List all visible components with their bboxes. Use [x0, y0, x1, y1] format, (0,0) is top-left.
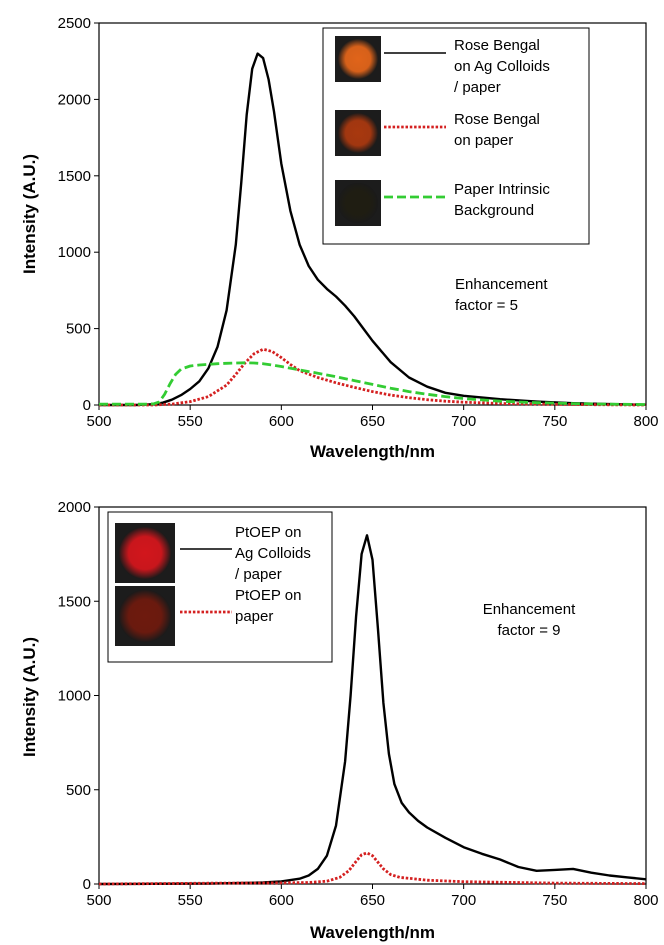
legend-label: Paper Intrinsic Background — [454, 181, 550, 219]
legend-label-line: PtOEP on — [235, 587, 301, 604]
x-tick-label: 650 — [360, 413, 385, 430]
legend-label-line: PtOEP on — [235, 524, 301, 541]
annotation-line: Enhancement — [483, 601, 576, 618]
legend-label-line: Rose Bengal — [454, 37, 540, 54]
annotation-line: factor = 5 — [455, 297, 518, 314]
series-line-1 — [99, 52, 647, 407]
legend-label: Rose Bengal on paper — [454, 111, 540, 149]
x-tick-label: 600 — [269, 413, 294, 430]
series-line-3 — [99, 361, 647, 406]
sample-spot-icon — [118, 589, 172, 643]
legend-label: Rose Bengal on Ag Colloids / paper — [454, 37, 550, 96]
legend-label-line: Paper Intrinsic — [454, 181, 550, 198]
x-tick-label: 500 — [86, 892, 111, 909]
annotation-line: Enhancement — [455, 276, 548, 293]
sample-spot-icon — [118, 526, 172, 580]
y-axis-title: Intensity (A.U.) — [20, 154, 39, 274]
y-tick-label: 1000 — [58, 244, 91, 261]
x-tick-label: 550 — [178, 892, 203, 909]
legend-entry-2: Rose Bengal on paper — [335, 110, 540, 156]
x-tick-label: 550 — [178, 413, 203, 430]
series-line-2 — [98, 851, 647, 886]
series-line-1 — [98, 534, 647, 886]
legend-label-line: on paper — [454, 132, 513, 149]
legend-label: PtOEP on Ag Colloids / paper — [235, 524, 311, 583]
sample-spot-icon — [337, 112, 379, 154]
y-tick-label: 2000 — [58, 91, 91, 108]
x-tick-label: 700 — [451, 892, 476, 909]
legend-entry-3: Paper Intrinsic Background — [335, 180, 550, 226]
chart-panel-2: 500 550 600 650 700 750 8000500100015002000Wav… — [20, 499, 659, 942]
y-tick-label: 0 — [83, 876, 91, 893]
y-tick-label: 500 — [66, 782, 91, 799]
enhancement-annotation: Enhancement factor = 5 — [455, 276, 548, 314]
x-tick-label: 800 — [633, 413, 658, 430]
legend-label-line: / paper — [454, 79, 501, 96]
y-tick-label: 1500 — [58, 593, 91, 610]
x-tick-label: 600 — [269, 892, 294, 909]
sample-spot-icon — [337, 38, 379, 80]
x-tick-label: 750 — [542, 892, 567, 909]
y-tick-label: 2000 — [58, 499, 91, 516]
legend: PtOEP on Ag Colloids / paper PtOEP on paper — [107, 511, 333, 663]
x-tick-label: 800 — [633, 892, 658, 909]
legend-label-line: Ag Colloids — [235, 545, 311, 562]
legend-entry-1: Rose Bengal on Ag Colloids / paper — [335, 36, 550, 96]
legend-label-line: on Ag Colloids — [454, 58, 550, 75]
sample-spot-icon — [337, 182, 379, 224]
y-tick-label: 0 — [83, 397, 91, 414]
chart-panel-1: 500 550 600 650 700 750 8000500100015002000250… — [20, 15, 659, 461]
y-axis-title: Intensity (A.U.) — [20, 637, 39, 757]
x-tick-label: 500 — [86, 413, 111, 430]
annotation-line: factor = 9 — [498, 622, 561, 639]
legend-label-line: paper — [235, 608, 273, 625]
y-tick-label: 2500 — [58, 15, 91, 32]
legend-label-line: Rose Bengal — [454, 111, 540, 128]
x-tick-label: 700 — [451, 413, 476, 430]
x-axis-title: Wavelength/nm — [310, 923, 435, 942]
x-tick-label: 650 — [360, 892, 385, 909]
x-axis-title: Wavelength/nm — [310, 442, 435, 461]
y-tick-label: 1000 — [58, 688, 91, 705]
series-line-2 — [99, 347, 647, 407]
legend-entry-2: PtOEP on paper — [115, 586, 301, 646]
legend-label: PtOEP on paper — [235, 587, 301, 625]
enhancement-annotation: Enhancement factor = 9 — [483, 601, 576, 639]
y-tick-label: 500 — [66, 321, 91, 338]
y-tick-label: 1500 — [58, 168, 91, 185]
legend-label-line: Background — [454, 202, 534, 219]
x-tick-label: 750 — [542, 413, 567, 430]
legend-entry-1: PtOEP on Ag Colloids / paper — [115, 523, 311, 583]
legend-label-line: / paper — [235, 566, 282, 583]
